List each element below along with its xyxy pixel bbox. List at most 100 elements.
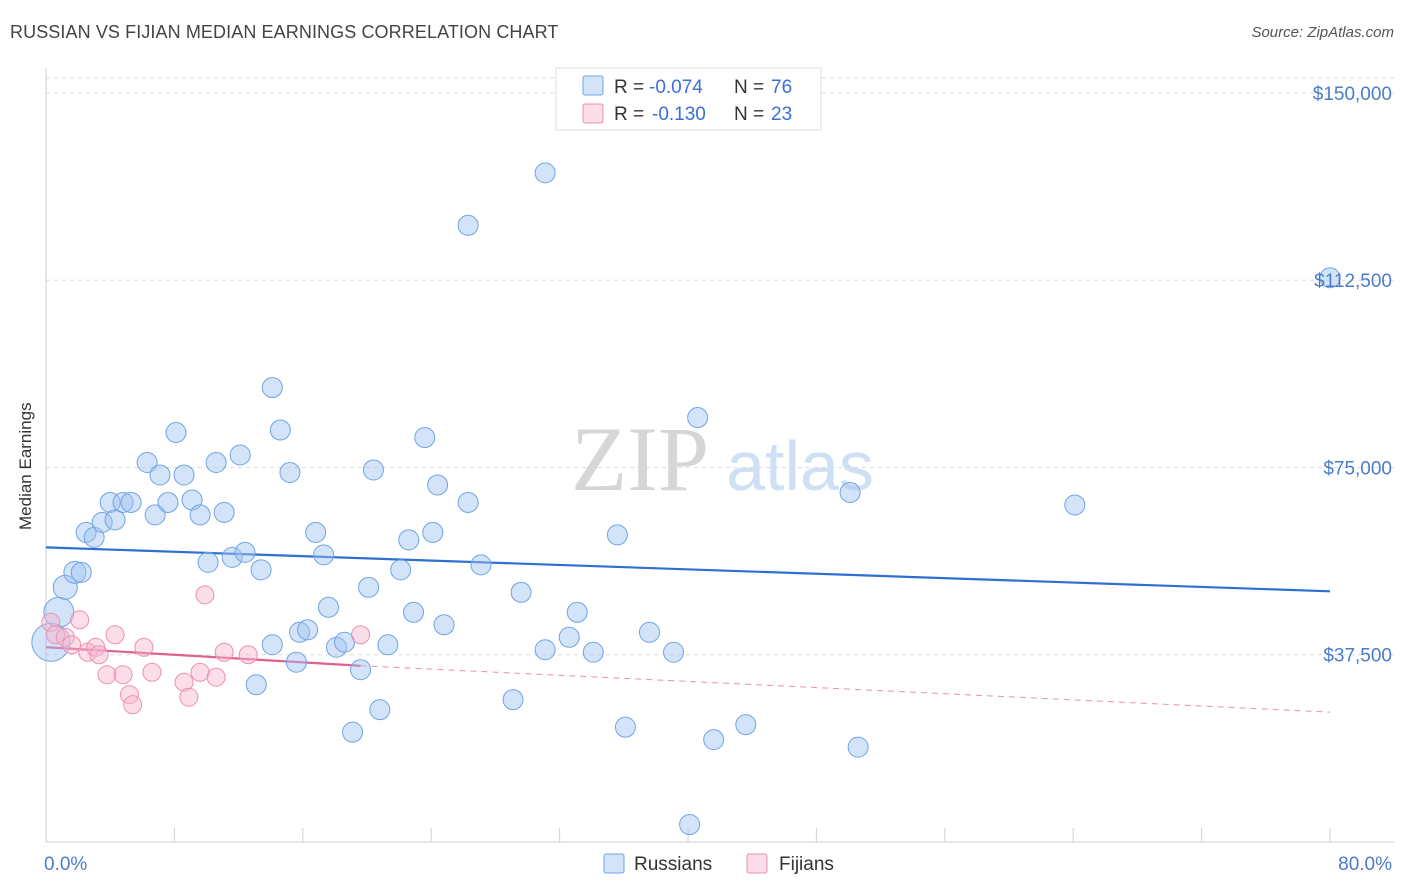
point-russians: [1064, 494, 1086, 516]
point-fijians: [190, 662, 210, 682]
point-fijians: [238, 645, 258, 665]
point-russians: [213, 501, 235, 523]
legend-n-label: N =: [734, 77, 764, 98]
point-russians: [99, 491, 121, 513]
correlation-legend: R = -0.074 N = 76 R = -0.130 N = 23: [555, 67, 822, 131]
point-russians: [342, 721, 364, 743]
point-fijians: [134, 637, 154, 657]
point-russians: [422, 521, 444, 543]
point-fijians: [70, 610, 90, 630]
point-russians: [157, 491, 179, 513]
point-russians: [205, 451, 227, 473]
point-russians: [638, 621, 660, 643]
point-russians: [377, 634, 399, 656]
point-fijians: [41, 612, 61, 632]
point-fijians: [174, 672, 194, 692]
point-russians: [679, 814, 701, 836]
point-russians: [390, 559, 412, 581]
point-russians: [173, 464, 195, 486]
point-russians: [1319, 267, 1341, 289]
point-russians: [305, 521, 327, 543]
point-fijians: [62, 635, 82, 655]
gridlines: [46, 77, 1394, 656]
point-russians: [414, 427, 436, 449]
y-tick-label: $75,000: [1323, 458, 1392, 479]
point-russians: [70, 561, 92, 583]
watermark: ZIP atlas: [571, 408, 874, 510]
y-tick-labels: $37,500 $75,000 $112,500 $150,000: [1313, 84, 1392, 667]
point-russians: [52, 574, 78, 600]
point-russians: [362, 459, 384, 481]
point-russians: [269, 419, 291, 441]
legend-r-label: R =: [614, 77, 644, 98]
point-russians: [63, 560, 87, 584]
point-russians: [165, 422, 187, 444]
y-tick-label: $37,500: [1323, 646, 1392, 667]
point-russians: [457, 214, 479, 236]
point-russians: [703, 729, 725, 751]
source-label: Source: ZipAtlas.com: [1251, 24, 1394, 41]
point-russians: [534, 162, 556, 184]
point-russians: [403, 601, 425, 623]
point-fijians: [195, 585, 215, 605]
legend-r-value: -0.130: [652, 104, 706, 125]
point-russians: [427, 474, 449, 496]
point-fijians: [206, 667, 226, 687]
watermark-atlas: atlas: [726, 427, 874, 505]
point-russians: [221, 546, 243, 568]
y-tick-label: $112,500: [1314, 271, 1392, 292]
point-russians: [285, 651, 307, 673]
point-fijians: [351, 625, 371, 645]
axes: [45, 68, 1394, 843]
point-russians: [534, 639, 556, 661]
point-russians: [566, 601, 588, 623]
x-tick-label: 0.0%: [44, 854, 87, 875]
point-russians: [104, 509, 126, 531]
legend-n-value: 76: [771, 77, 792, 98]
point-fijians: [105, 625, 125, 645]
point-russians: [510, 581, 532, 603]
point-fijians: [179, 687, 199, 707]
point-russians: [250, 559, 272, 581]
trend-line-russians: [45, 546, 1331, 593]
point-russians: [261, 377, 283, 399]
point-russians: [297, 619, 319, 641]
x-tick-labels: 0.0% 80.0%: [44, 854, 1392, 875]
point-russians: [189, 504, 211, 526]
point-fijians: [97, 665, 117, 685]
series-legend-label-russians: Russians: [634, 854, 712, 875]
point-russians: [457, 491, 479, 513]
point-russians: [433, 614, 455, 636]
point-russians: [334, 631, 356, 653]
point-russians: [91, 511, 113, 533]
point-russians: [398, 529, 420, 551]
point-russians: [735, 714, 757, 736]
series-legend-label-fijians: Fijians: [779, 854, 834, 875]
point-russians: [144, 504, 166, 526]
point-russians: [289, 621, 311, 643]
data-points: [31, 162, 1341, 836]
point-russians: [313, 544, 335, 566]
point-fijians: [113, 665, 133, 685]
point-russians: [149, 464, 171, 486]
point-russians: [245, 674, 267, 696]
point-russians: [261, 634, 283, 656]
point-russians: [606, 524, 628, 546]
point-russians: [839, 481, 861, 503]
legend-n-value: 23: [771, 104, 792, 125]
trend-lines: [45, 546, 1331, 713]
point-russians: [687, 407, 709, 429]
point-fijians: [142, 662, 162, 682]
trend-line-extension-fijians: [360, 665, 1331, 713]
series-legend-swatch-fijians: [746, 853, 768, 874]
point-russians: [502, 689, 524, 711]
legend-n-label: N =: [734, 104, 764, 125]
chart-title: RUSSIAN VS FIJIAN MEDIAN EARNINGS CORREL…: [10, 22, 559, 42]
point-russians: [369, 699, 391, 721]
point-russians: [558, 626, 580, 648]
point-russians: [358, 576, 380, 598]
point-russians: [847, 736, 869, 758]
point-russians: [197, 551, 219, 573]
point-russians: [120, 491, 142, 513]
